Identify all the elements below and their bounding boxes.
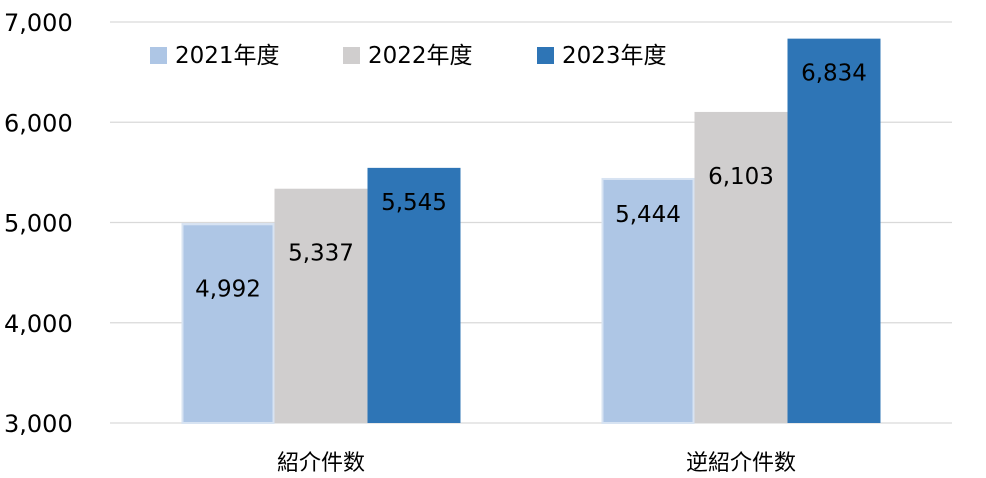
bar-2023年度-紹介件数 — [367, 167, 461, 423]
y-tick-label-3000: 3,000 — [4, 410, 73, 438]
data-label-2023年度-逆紹介件数: 6,834 — [801, 61, 867, 87]
x-category-label-2: 逆紹介件数 — [686, 451, 796, 476]
y-tick-label-4000: 4,000 — [4, 310, 73, 338]
legend-swatch-2021年度 — [150, 47, 167, 64]
data-labels: 4,992 5,444 5,337 6,103 5,545 6,834 — [195, 61, 867, 303]
legend-swatch-2022年度 — [343, 47, 360, 64]
legend: 2021年度 2022年度 2023年度 — [150, 43, 667, 69]
x-axis-categories: 紹介件数 逆紹介件数 — [277, 451, 796, 476]
bar-2021年度-逆紹介件数 — [601, 177, 695, 423]
data-label-2021年度-紹介件数: 4,992 — [195, 276, 261, 302]
data-label-2022年度-逆紹介件数: 6,103 — [708, 164, 774, 190]
bar-2022年度-逆紹介件数 — [694, 111, 788, 423]
data-label-2023年度-紹介件数: 5,545 — [381, 190, 447, 216]
bars — [181, 38, 881, 424]
bar-outline-2021年度-逆紹介件数 — [601, 177, 695, 424]
legend-label-2021年度: 2021年度 — [175, 43, 280, 69]
data-label-2022年度-紹介件数: 5,337 — [288, 241, 354, 267]
bar-2022年度-紹介件数 — [274, 188, 368, 423]
y-axis-ticks: 3,000 4,000 5,000 6,000 7,000 — [4, 9, 73, 438]
legend-label-2023年度: 2023年度 — [562, 43, 667, 69]
y-tick-label-7000: 7,000 — [4, 9, 73, 37]
x-category-label-1: 紹介件数 — [277, 451, 365, 476]
legend-swatch-2023年度 — [537, 47, 554, 64]
bar-outline-2021年度-紹介件数 — [181, 223, 275, 424]
legend-label-2022年度: 2022年度 — [368, 43, 473, 69]
y-tick-label-5000: 5,000 — [4, 210, 73, 238]
bar-2023年度-逆紹介件数 — [787, 38, 881, 423]
data-label-2021年度-逆紹介件数: 5,444 — [615, 202, 681, 228]
y-tick-label-6000: 6,000 — [4, 109, 73, 137]
bar-2021年度-紹介件数 — [181, 223, 275, 423]
